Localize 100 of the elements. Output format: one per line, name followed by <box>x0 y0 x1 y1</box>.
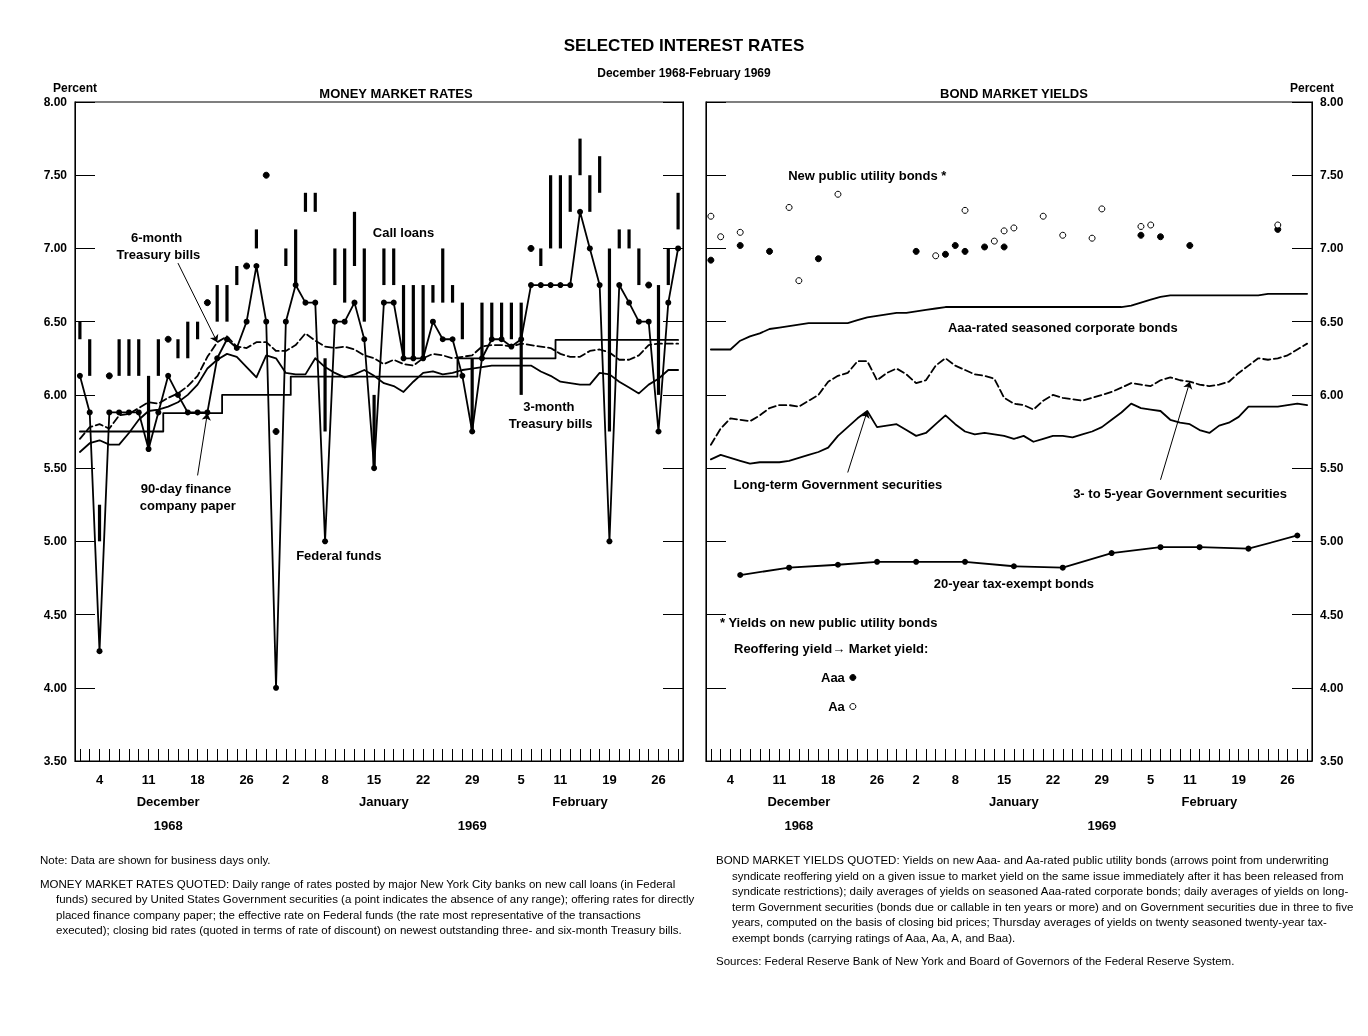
x-tick-label: 29 <box>1094 772 1110 787</box>
bar <box>617 229 621 249</box>
text: Note: Data are shown for business days only. <box>40 853 272 868</box>
text: 1968 <box>784 818 814 833</box>
bar <box>254 229 259 249</box>
x-tick-label: 26 <box>1280 772 1295 787</box>
text: 1969 <box>457 818 487 833</box>
point <box>1010 224 1018 232</box>
text: 6-month Treasury bills <box>116 229 201 262</box>
y-tick-label: 5.50 <box>1320 461 1344 476</box>
y-tick-label: 5.50 <box>43 461 68 476</box>
point <box>1010 563 1017 570</box>
y-tick-label: 8.00 <box>1320 95 1344 109</box>
x-tick-label: 15 <box>996 772 1012 787</box>
point <box>243 262 251 270</box>
point <box>1059 231 1067 239</box>
bar <box>509 302 513 340</box>
bar <box>392 248 396 286</box>
x-tick-label: 2 <box>912 772 920 787</box>
bar <box>97 504 102 542</box>
bar <box>588 175 592 212</box>
text: 1969 <box>1087 818 1117 833</box>
x-tick-label: 15 <box>366 772 382 787</box>
y-axis-title: Percent <box>52 81 98 95</box>
bar <box>225 285 229 322</box>
point <box>766 247 774 255</box>
y-tick-label: 3.50 <box>43 754 68 768</box>
point <box>1000 243 1008 251</box>
bar <box>539 248 543 267</box>
bar <box>284 248 288 267</box>
chart-title: MONEY MARKET RATES <box>319 86 474 101</box>
x-tick-label: 19 <box>602 772 617 787</box>
x-tick-label: 29 <box>464 772 480 787</box>
bar <box>137 339 141 376</box>
point <box>932 252 940 260</box>
y-tick-label: 7.50 <box>1320 168 1344 183</box>
point <box>962 558 969 565</box>
point <box>1196 544 1203 551</box>
bar <box>460 302 464 340</box>
y-tick-label: 4.50 <box>43 607 68 622</box>
bar <box>549 175 553 249</box>
x-tick-label: 5 <box>517 772 525 787</box>
x-tick-label: 19 <box>1231 772 1246 787</box>
text: SELECTED INTEREST RATES <box>562 36 806 56</box>
series-label: 20-year tax-exempt bonds <box>933 576 1095 592</box>
legend-title: * Yields on new public utility bonds Reoffering yield→ Market yield: <box>720 615 938 656</box>
chart-title: BOND MARKET YIELDS <box>940 86 1089 101</box>
bar <box>627 229 631 249</box>
point <box>990 237 998 245</box>
point <box>1039 212 1047 220</box>
bar <box>352 211 357 267</box>
line-series <box>709 342 1309 446</box>
point <box>272 428 280 435</box>
bar <box>235 266 239 286</box>
point <box>834 561 841 568</box>
bar <box>637 248 641 286</box>
point <box>105 372 113 380</box>
text: February <box>552 794 609 809</box>
bar <box>215 285 219 322</box>
series-label: Aaa-rated seasoned corporate bonds <box>947 320 1178 336</box>
bar <box>441 248 445 303</box>
text: 3- to 5-year Government securities <box>1073 485 1287 501</box>
bar <box>186 321 190 359</box>
point <box>961 206 969 214</box>
text: BOND MARKET YIELDS QUOTED: Yields on new Aaa- and Aa-rated public utility bonds (arrows point from underwriting syndicate reoffering yield on a given issue to market yield on the same issue immediately after it has been released from syndicate restrictions); daily averages of yields on seasoned Aaa-rated corporate bonds; daily averages of yields on long-term Government securities (bonds due or callable in ten years or more) and on Government securities due in three to five years, computed on the basis of closing bid prices; Thursday averages of yields on twenty seasoned twenty-year tax-exempt bonds (carrying ratings of Aaa, Aa, A, and Baa). <box>716 853 1355 946</box>
x-tick-label: 22 <box>1045 772 1061 787</box>
annotation: New public utility bonds * <box>788 167 948 183</box>
x-tick-label: 8 <box>321 772 329 787</box>
y-tick-label: 6.50 <box>1320 314 1344 329</box>
bar <box>343 248 347 303</box>
y-tick-label: 7.00 <box>43 241 68 256</box>
x-tick-label: 11 <box>553 772 568 787</box>
point <box>164 335 172 343</box>
point <box>645 281 653 289</box>
point <box>203 299 211 307</box>
point <box>736 228 744 236</box>
y-tick-label: 4.00 <box>43 680 68 695</box>
point <box>707 256 715 264</box>
source-note: Sources: Federal Reserve Bank of New York and Board of Governors of the Federal Reserve System. <box>716 954 1236 970</box>
x-tick-label: 26 <box>239 772 254 787</box>
bar <box>568 175 572 212</box>
bar <box>127 339 131 376</box>
text: February <box>1181 794 1238 809</box>
bar <box>431 285 435 303</box>
x-tick-label: 26 <box>869 772 885 787</box>
point <box>1157 544 1164 551</box>
point <box>1274 221 1282 229</box>
bar <box>598 156 602 193</box>
text: 90-day finance company paper <box>139 481 236 514</box>
x-tick-label: 5 <box>1147 772 1155 787</box>
point <box>262 171 270 179</box>
bar <box>558 175 563 249</box>
point <box>737 572 744 579</box>
bar <box>676 192 680 230</box>
point <box>1088 234 1096 242</box>
text: December <box>136 794 200 809</box>
point <box>1245 545 1252 552</box>
point <box>785 203 793 211</box>
point <box>1147 221 1155 229</box>
point <box>527 244 535 252</box>
